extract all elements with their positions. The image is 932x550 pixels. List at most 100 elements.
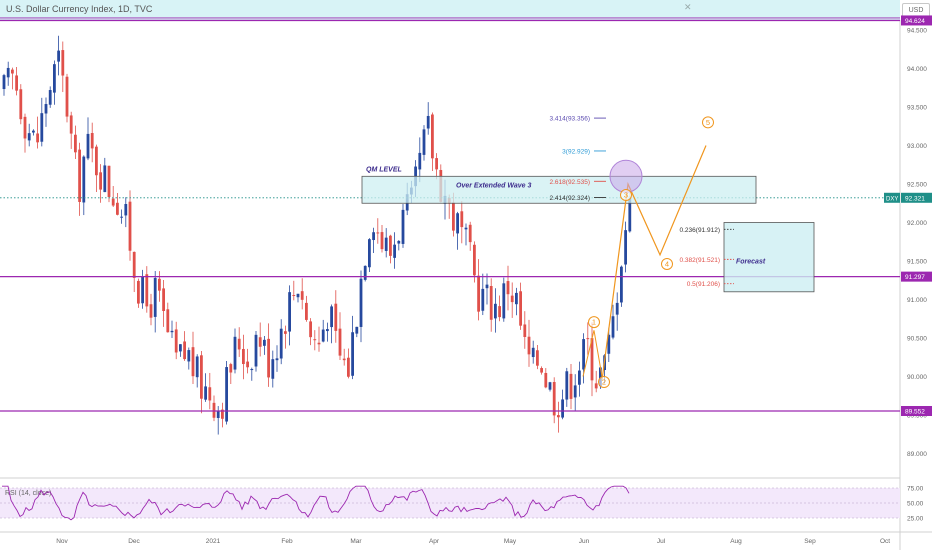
wave-path-1: [582, 330, 603, 377]
candle-body: [489, 286, 493, 320]
candle-body: [368, 239, 371, 268]
y-tick-label: 93.000: [907, 143, 927, 150]
candle-body: [250, 369, 254, 371]
fib-extension-label: 2.618(92.535): [550, 179, 590, 186]
candle-body: [510, 295, 514, 303]
candle-body: [78, 149, 81, 202]
candle-body: [523, 324, 527, 338]
candle-body: [481, 288, 485, 311]
candle-body: [61, 50, 65, 76]
candle-body: [452, 202, 455, 231]
candle-body: [334, 303, 338, 331]
candle-body: [468, 224, 472, 243]
candle-body: [200, 355, 203, 399]
candle-body: [195, 356, 199, 378]
y-tick-label: 90.000: [907, 374, 927, 381]
candle-body: [82, 156, 86, 203]
wave-label: 5: [706, 118, 710, 127]
candle-body: [431, 114, 434, 159]
y-tick-label: 90.500: [907, 336, 927, 343]
candle-body: [258, 337, 262, 347]
wave-marker: [702, 116, 714, 129]
candle-body: [233, 336, 237, 370]
level-label: 89.552: [905, 408, 925, 415]
candle-body: [494, 303, 497, 319]
candle-body: [401, 209, 405, 244]
candle-body: [300, 291, 304, 300]
candle-body: [590, 338, 594, 381]
candle-body: [162, 288, 165, 312]
candle-body: [477, 275, 480, 312]
candle-body: [132, 251, 136, 278]
candle-body: [128, 201, 132, 251]
candle-body: [565, 371, 569, 400]
candle-body: [552, 381, 556, 416]
candle-body: [422, 129, 426, 155]
wave-label: 3: [624, 191, 628, 200]
candle-body: [179, 344, 182, 352]
rsi-tick-label: 75.00: [907, 486, 924, 493]
candle-body: [53, 64, 56, 93]
candle-body: [69, 115, 73, 134]
candle-body: [204, 386, 207, 400]
fib-retracement-label: 0.382(91.521): [680, 257, 720, 264]
candle-body: [275, 358, 279, 361]
candle-body: [363, 265, 367, 280]
candle-body: [6, 67, 10, 78]
candle-body: [485, 284, 489, 289]
x-tick-label: Mar: [350, 538, 362, 545]
candle-body: [145, 274, 149, 307]
candle-body: [19, 89, 23, 120]
candle-body: [137, 280, 140, 304]
candle-body: [376, 232, 380, 234]
candle-body: [153, 277, 157, 317]
candle-body: [540, 368, 543, 373]
candle-body: [351, 332, 354, 376]
candle-body: [628, 196, 632, 232]
candle-body: [418, 152, 422, 170]
candle-body: [578, 370, 581, 385]
candle-body: [99, 172, 102, 190]
y-tick-label: 91.500: [907, 259, 927, 266]
fib-retracement-label: 0.236(91.912): [680, 227, 720, 234]
wave-marker: [598, 376, 610, 389]
price-symbol: DXY: [886, 196, 898, 202]
x-tick-label: Feb: [281, 538, 293, 545]
forecast-label: Forecast: [736, 259, 766, 266]
candle-body: [271, 359, 275, 379]
candle-body: [183, 341, 186, 360]
candle-body: [237, 338, 241, 350]
candle-body: [338, 328, 342, 356]
y-tick-label: 91.000: [907, 297, 927, 304]
y-tick-label: 92.000: [907, 220, 927, 227]
candle-body: [464, 227, 468, 230]
candle-body: [498, 306, 501, 318]
candle-body: [2, 75, 6, 90]
candle-body: [473, 244, 476, 276]
candle-body: [342, 358, 346, 361]
qm-zone-note: Over Extended Wave 3: [456, 182, 531, 189]
y-tick-label: 94.000: [907, 66, 927, 73]
candle-body: [321, 329, 325, 342]
candle-body: [569, 373, 573, 399]
candle-body: [166, 309, 170, 333]
fib-retracement-label: 0.5(91.206): [687, 281, 720, 288]
candle-body: [103, 165, 107, 193]
candle-body: [229, 364, 233, 373]
close-icon[interactable]: ✕: [684, 2, 692, 12]
candle-body: [48, 90, 52, 105]
candle-body: [279, 328, 283, 359]
wave-3-highlight: [609, 159, 643, 193]
candle-body: [208, 387, 212, 401]
currency-badge[interactable]: USD: [902, 3, 930, 18]
candle-body: [174, 329, 178, 353]
candle-body: [611, 316, 615, 338]
candle-body: [544, 372, 548, 388]
chart-title: U.S. Dollar Currency Index, 1D, TVC: [6, 4, 153, 14]
candle-body: [27, 133, 31, 141]
candle-body: [582, 339, 585, 370]
candles: [2, 35, 632, 435]
candle-body: [355, 326, 359, 334]
candle-body: [149, 304, 153, 318]
